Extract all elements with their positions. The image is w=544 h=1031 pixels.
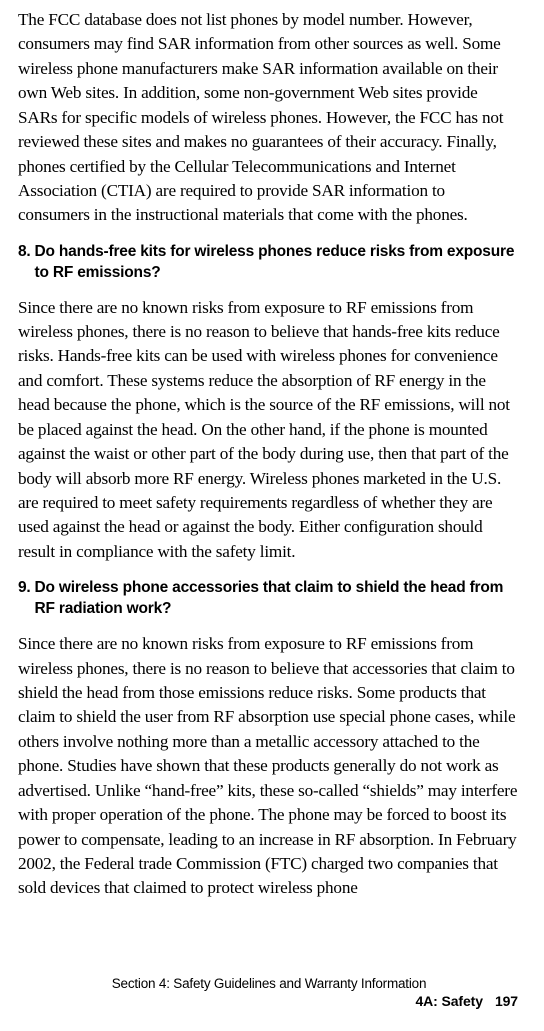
question-9-number: 9. [18, 578, 35, 620]
question-8-number: 8. [18, 242, 35, 284]
footer-page-info: 4A: Safety197 [18, 993, 520, 1009]
answer-8-paragraph: Since there are no known risks from expo… [18, 296, 520, 565]
footer-chapter: 4A: Safety [415, 993, 482, 1009]
page-footer: Section 4: Safety Guidelines and Warrant… [18, 976, 520, 1009]
paragraph-intro: The FCC database does not list phones by… [18, 8, 520, 228]
question-9-text: Do wireless phone accessories that claim… [35, 578, 520, 620]
footer-section-title: Section 4: Safety Guidelines and Warrant… [18, 976, 520, 991]
answer-9-paragraph: Since there are no known risks from expo… [18, 632, 520, 901]
footer-page-number: 197 [483, 993, 518, 1009]
question-9-heading: 9. Do wireless phone accessories that cl… [18, 578, 520, 620]
question-8-heading: 8. Do hands-free kits for wireless phone… [18, 242, 520, 284]
question-8-text: Do hands-free kits for wireless phones r… [35, 242, 520, 284]
